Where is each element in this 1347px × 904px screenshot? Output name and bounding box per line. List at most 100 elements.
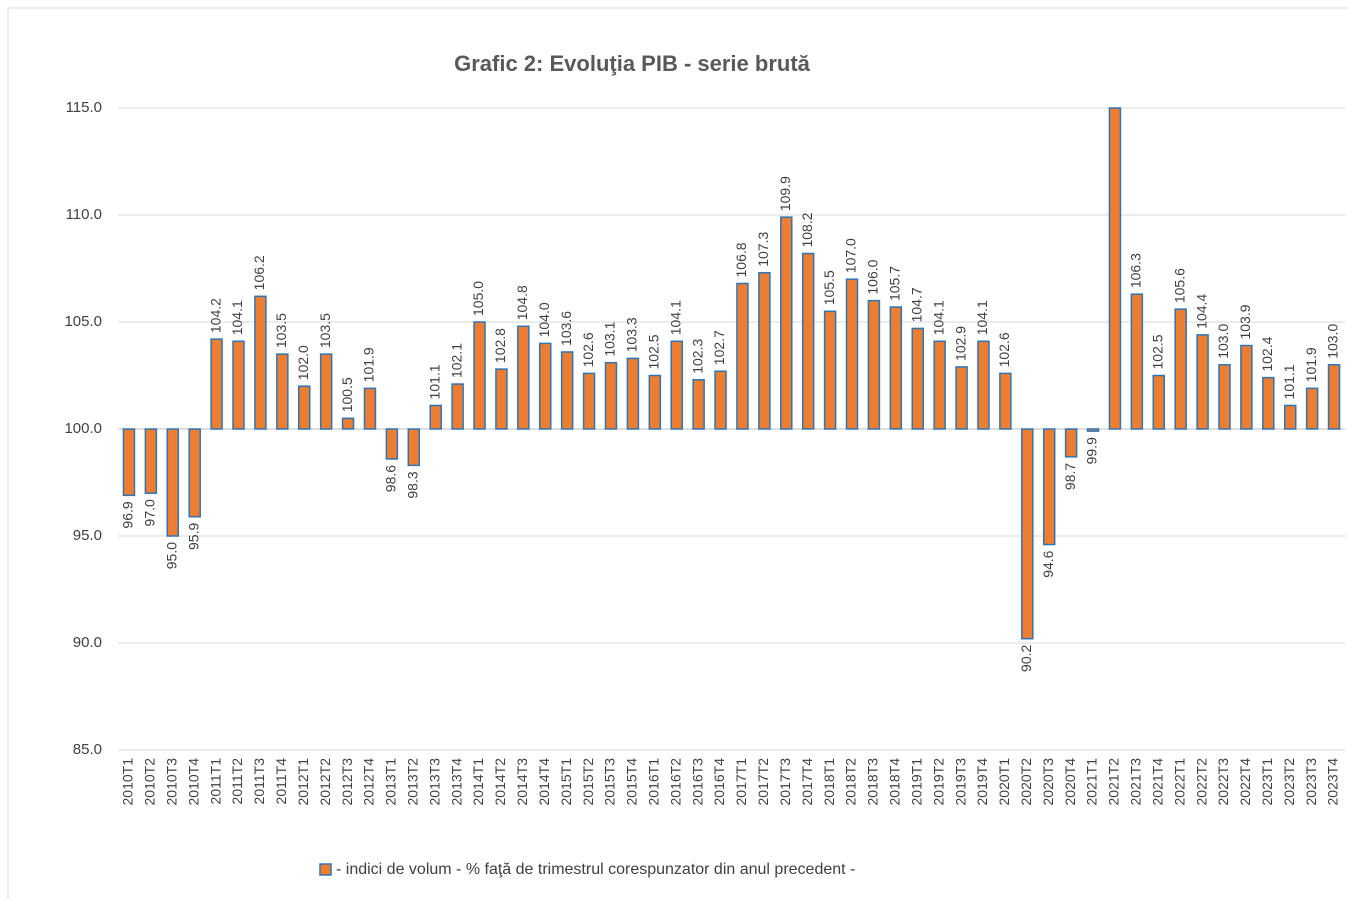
x-tick-label: 2014T2: [492, 758, 508, 806]
value-label: 103.1: [602, 321, 618, 356]
bar: [495, 368, 508, 430]
value-label: 103.5: [273, 313, 289, 348]
x-tick-label: 2023T4: [1325, 758, 1341, 806]
value-label: 103.0: [1325, 324, 1341, 359]
value-label: 106.2: [251, 255, 267, 290]
value-label: 104.8: [514, 285, 530, 320]
x-tick-label: 2012T4: [361, 758, 377, 806]
bar: [122, 428, 136, 497]
x-tick-label: 2019T2: [930, 758, 946, 806]
value-label: 104.4: [1193, 294, 1209, 329]
bar: [692, 379, 705, 430]
x-tick-label: 2019T3: [952, 758, 968, 806]
bar: [144, 428, 158, 494]
x-tick-label: 2017T3: [777, 758, 793, 806]
value-label: 103.9: [1237, 304, 1253, 339]
y-tick-label: 95.0: [73, 527, 102, 544]
bar: [1283, 404, 1297, 430]
value-label: 102.4: [1259, 336, 1275, 371]
x-tick-label: 2020T4: [1062, 758, 1078, 806]
x-tick-label: 2021T4: [1149, 758, 1165, 806]
x-tick-label: 2011T4: [273, 758, 289, 805]
bar: [604, 361, 618, 430]
x-tick-label: 2012T3: [339, 758, 355, 806]
bar: [648, 374, 662, 430]
bar: [254, 295, 267, 430]
value-label: 103.3: [624, 317, 640, 352]
value-label: 106.8: [733, 242, 749, 277]
bar: [670, 340, 683, 430]
y-tick-label: 90.0: [73, 634, 102, 651]
value-label: 103.5: [317, 313, 333, 348]
value-label: 105.5: [821, 270, 837, 305]
chart-title: Grafic 2: Evoluţia PIB - serie brută: [454, 51, 811, 76]
value-label: 101.1: [426, 364, 442, 399]
bar: [473, 321, 486, 430]
value-label: 103.0: [1215, 324, 1231, 359]
value-label: 101.1: [1281, 364, 1297, 399]
value-label: 109.9: [777, 176, 793, 211]
bar: [1305, 387, 1319, 430]
x-tick-label: 2016T1: [646, 758, 662, 806]
value-label: 99.9: [1084, 437, 1100, 464]
bar: [319, 353, 333, 430]
value-label: 102.6: [996, 332, 1012, 367]
x-tick-label: 2023T1: [1259, 758, 1275, 806]
x-tick-label: 2016T4: [711, 758, 727, 806]
x-tick-label: 2017T4: [799, 758, 815, 806]
x-tick-label: 2020T3: [1040, 758, 1056, 806]
x-tick-label: 2019T4: [974, 758, 990, 806]
bar: [845, 278, 859, 430]
value-label: 104.2: [207, 298, 223, 333]
x-tick-label: 2015T1: [558, 758, 574, 806]
bar: [297, 385, 311, 430]
bar: [210, 338, 223, 430]
x-tick-label: 2018T4: [887, 758, 903, 806]
y-tick-label: 85.0: [73, 741, 102, 758]
bar: [1108, 107, 1122, 430]
x-tick-label: 2019T1: [908, 758, 924, 806]
x-tick-label: 2016T2: [667, 758, 683, 806]
value-label: 105.6: [1171, 268, 1187, 303]
value-label: 108.2: [799, 212, 815, 247]
value-label: 90.2: [1018, 645, 1034, 672]
bar: [626, 357, 640, 430]
bar: [736, 282, 749, 430]
chart-border: [7, 7, 1347, 904]
x-tick-label: 2012T2: [317, 758, 333, 806]
x-tick-label: 2021T2: [1106, 758, 1122, 806]
value-label: 107.3: [755, 232, 771, 267]
x-tick-label: 2010T3: [163, 758, 179, 806]
bar: [955, 366, 968, 430]
bar: [188, 428, 201, 518]
x-tick-label: 2014T3: [514, 758, 530, 806]
value-label: 101.9: [361, 347, 377, 382]
bar: [276, 353, 289, 430]
value-label: 103.6: [558, 311, 574, 346]
bar: [166, 428, 180, 537]
bar: [1196, 334, 1209, 430]
bar: [801, 252, 815, 430]
value-label: 106.0: [865, 259, 881, 294]
x-tick-label: 2018T3: [865, 758, 881, 806]
x-tick-label: 2010T1: [120, 758, 136, 806]
x-tick-label: 2023T3: [1303, 758, 1319, 806]
value-label: 100.5: [339, 377, 355, 412]
value-label: 102.8: [492, 328, 508, 363]
x-tick-label: 2014T1: [470, 758, 486, 806]
value-label: 104.0: [536, 302, 552, 337]
bar: [1064, 428, 1078, 458]
x-tick-label: 2013T4: [448, 758, 464, 806]
value-label: 102.9: [952, 326, 968, 361]
value-label: 102.1: [448, 343, 464, 378]
x-tick-label: 2015T3: [602, 758, 618, 806]
x-tick-label: 2015T2: [580, 758, 596, 806]
value-label: 106.3: [1128, 253, 1144, 288]
x-tick-label: 2018T2: [843, 758, 859, 806]
bar: [1240, 344, 1253, 430]
value-label: 104.1: [974, 300, 990, 335]
legend-swatch: [319, 863, 332, 876]
x-tick-label: 2021T1: [1084, 758, 1100, 806]
value-label: 98.3: [404, 471, 420, 498]
